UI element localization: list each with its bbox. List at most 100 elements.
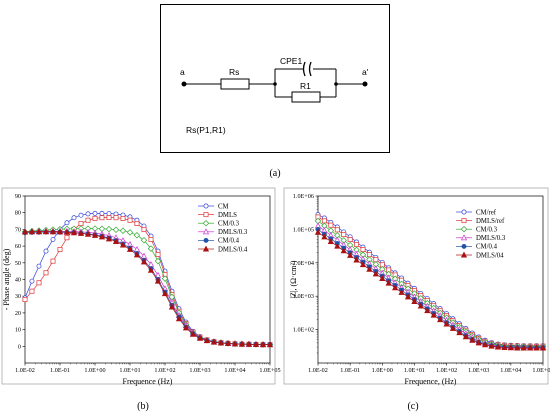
legend-marker — [461, 218, 467, 224]
node-a-prime-label: a' — [362, 67, 369, 77]
data-point — [64, 220, 70, 226]
data-point — [430, 311, 437, 318]
data-point — [126, 229, 134, 236]
data-point — [168, 303, 176, 310]
x-tick-label: 1.0E+05 — [259, 367, 280, 374]
data-point — [98, 233, 106, 240]
data-point — [392, 284, 399, 291]
legend-marker — [202, 245, 210, 252]
legend-label: CM/0.4 — [218, 238, 240, 245]
legend-marker — [203, 237, 209, 243]
x-tick-label: 1.0E-01 — [340, 367, 360, 374]
data-point — [106, 211, 112, 216]
data-point — [321, 218, 327, 224]
y-tick-label: 1.0E+04 — [293, 260, 314, 267]
data-point — [334, 227, 340, 233]
legend-marker — [461, 209, 467, 215]
data-point — [327, 238, 334, 245]
x-tick-label: 1.0E+04 — [224, 367, 245, 374]
data-point — [120, 216, 126, 221]
data-point — [353, 256, 360, 263]
x-tick-label: 1.0E+00 — [372, 367, 393, 374]
data-point — [314, 228, 322, 235]
x-tick-label: 1.0E+01 — [404, 367, 425, 374]
data-point — [539, 344, 547, 351]
rs-resistor — [220, 78, 250, 90]
data-point — [494, 343, 502, 350]
data-point — [85, 211, 91, 217]
series-dmls-04 — [314, 228, 547, 351]
legend-label: CM/ref — [476, 209, 497, 216]
data-point — [259, 341, 267, 348]
legend-marker — [461, 243, 467, 249]
data-point — [456, 329, 463, 336]
data-point — [411, 298, 418, 304]
y-tick-label: 1.0E+02 — [293, 327, 314, 334]
legend-label: CM/0.4 — [476, 244, 498, 251]
caption-c: (c) — [407, 401, 418, 412]
data-point — [245, 340, 253, 347]
legend-label: DMLS/0.3 — [218, 229, 248, 236]
legend-marker — [460, 234, 468, 241]
r1-label: R1 — [300, 81, 311, 91]
x-tick-label: 1.0E+01 — [119, 367, 140, 374]
legend-label: DMLS/04 — [476, 252, 504, 259]
data-point — [35, 228, 43, 235]
y-tick-label: 60 — [15, 243, 21, 250]
data-point — [57, 246, 63, 252]
data-point — [203, 337, 211, 344]
data-point — [175, 315, 183, 322]
data-point — [398, 288, 405, 295]
data-point — [99, 215, 105, 221]
data-point — [341, 232, 347, 238]
data-point — [475, 339, 482, 346]
data-point — [113, 215, 119, 221]
data-point — [443, 320, 450, 327]
y-tick-label: 30 — [15, 293, 21, 300]
data-point — [148, 236, 154, 242]
x-tick-label: 1.0E-01 — [50, 367, 70, 374]
data-point — [134, 221, 140, 227]
data-point — [501, 344, 508, 351]
y-tick-label: 20 — [15, 310, 21, 317]
caption-b: (b) — [137, 401, 149, 412]
y-tick-label: 0 — [18, 343, 21, 350]
data-point — [533, 344, 540, 351]
node-a-prime-dot — [362, 81, 368, 87]
data-point — [105, 235, 113, 242]
junction-left — [273, 82, 277, 86]
data-point — [63, 228, 71, 235]
x-axis-label: Frequence (Hz) — [123, 377, 173, 386]
legend-label: DMLS/0.3 — [476, 235, 506, 242]
legend-label: CM/0.3 — [476, 227, 498, 234]
node-a-label: a — [180, 67, 185, 77]
y-axis-label: - Phase angle (deg) — [2, 248, 11, 310]
data-point — [527, 344, 534, 351]
data-point — [507, 344, 514, 351]
cpe-element — [302, 61, 312, 77]
data-point — [99, 210, 105, 216]
legend-marker — [203, 203, 209, 209]
data-point — [71, 215, 77, 221]
y-tick-label: 70 — [15, 226, 21, 233]
legend-label: CM/0.3 — [218, 221, 240, 228]
data-point — [78, 221, 84, 227]
legend-label: DMLS/0.4 — [218, 246, 248, 253]
data-point — [133, 251, 141, 258]
x-tick-label: 1.0E+00 — [84, 367, 105, 374]
data-point — [424, 307, 431, 314]
data-point — [360, 247, 366, 252]
junction-right — [334, 82, 338, 86]
data-point — [147, 266, 155, 273]
y-tick-label: 90 — [15, 193, 21, 200]
data-point — [154, 257, 162, 265]
y-tick-label: 10 — [15, 327, 21, 334]
legend-marker — [460, 225, 468, 233]
data-point — [112, 238, 120, 245]
data-point — [196, 334, 204, 341]
series-dmls-0-4 — [21, 228, 274, 348]
data-point — [70, 229, 78, 236]
data-point — [366, 265, 373, 272]
legend-label: CM — [218, 203, 229, 210]
